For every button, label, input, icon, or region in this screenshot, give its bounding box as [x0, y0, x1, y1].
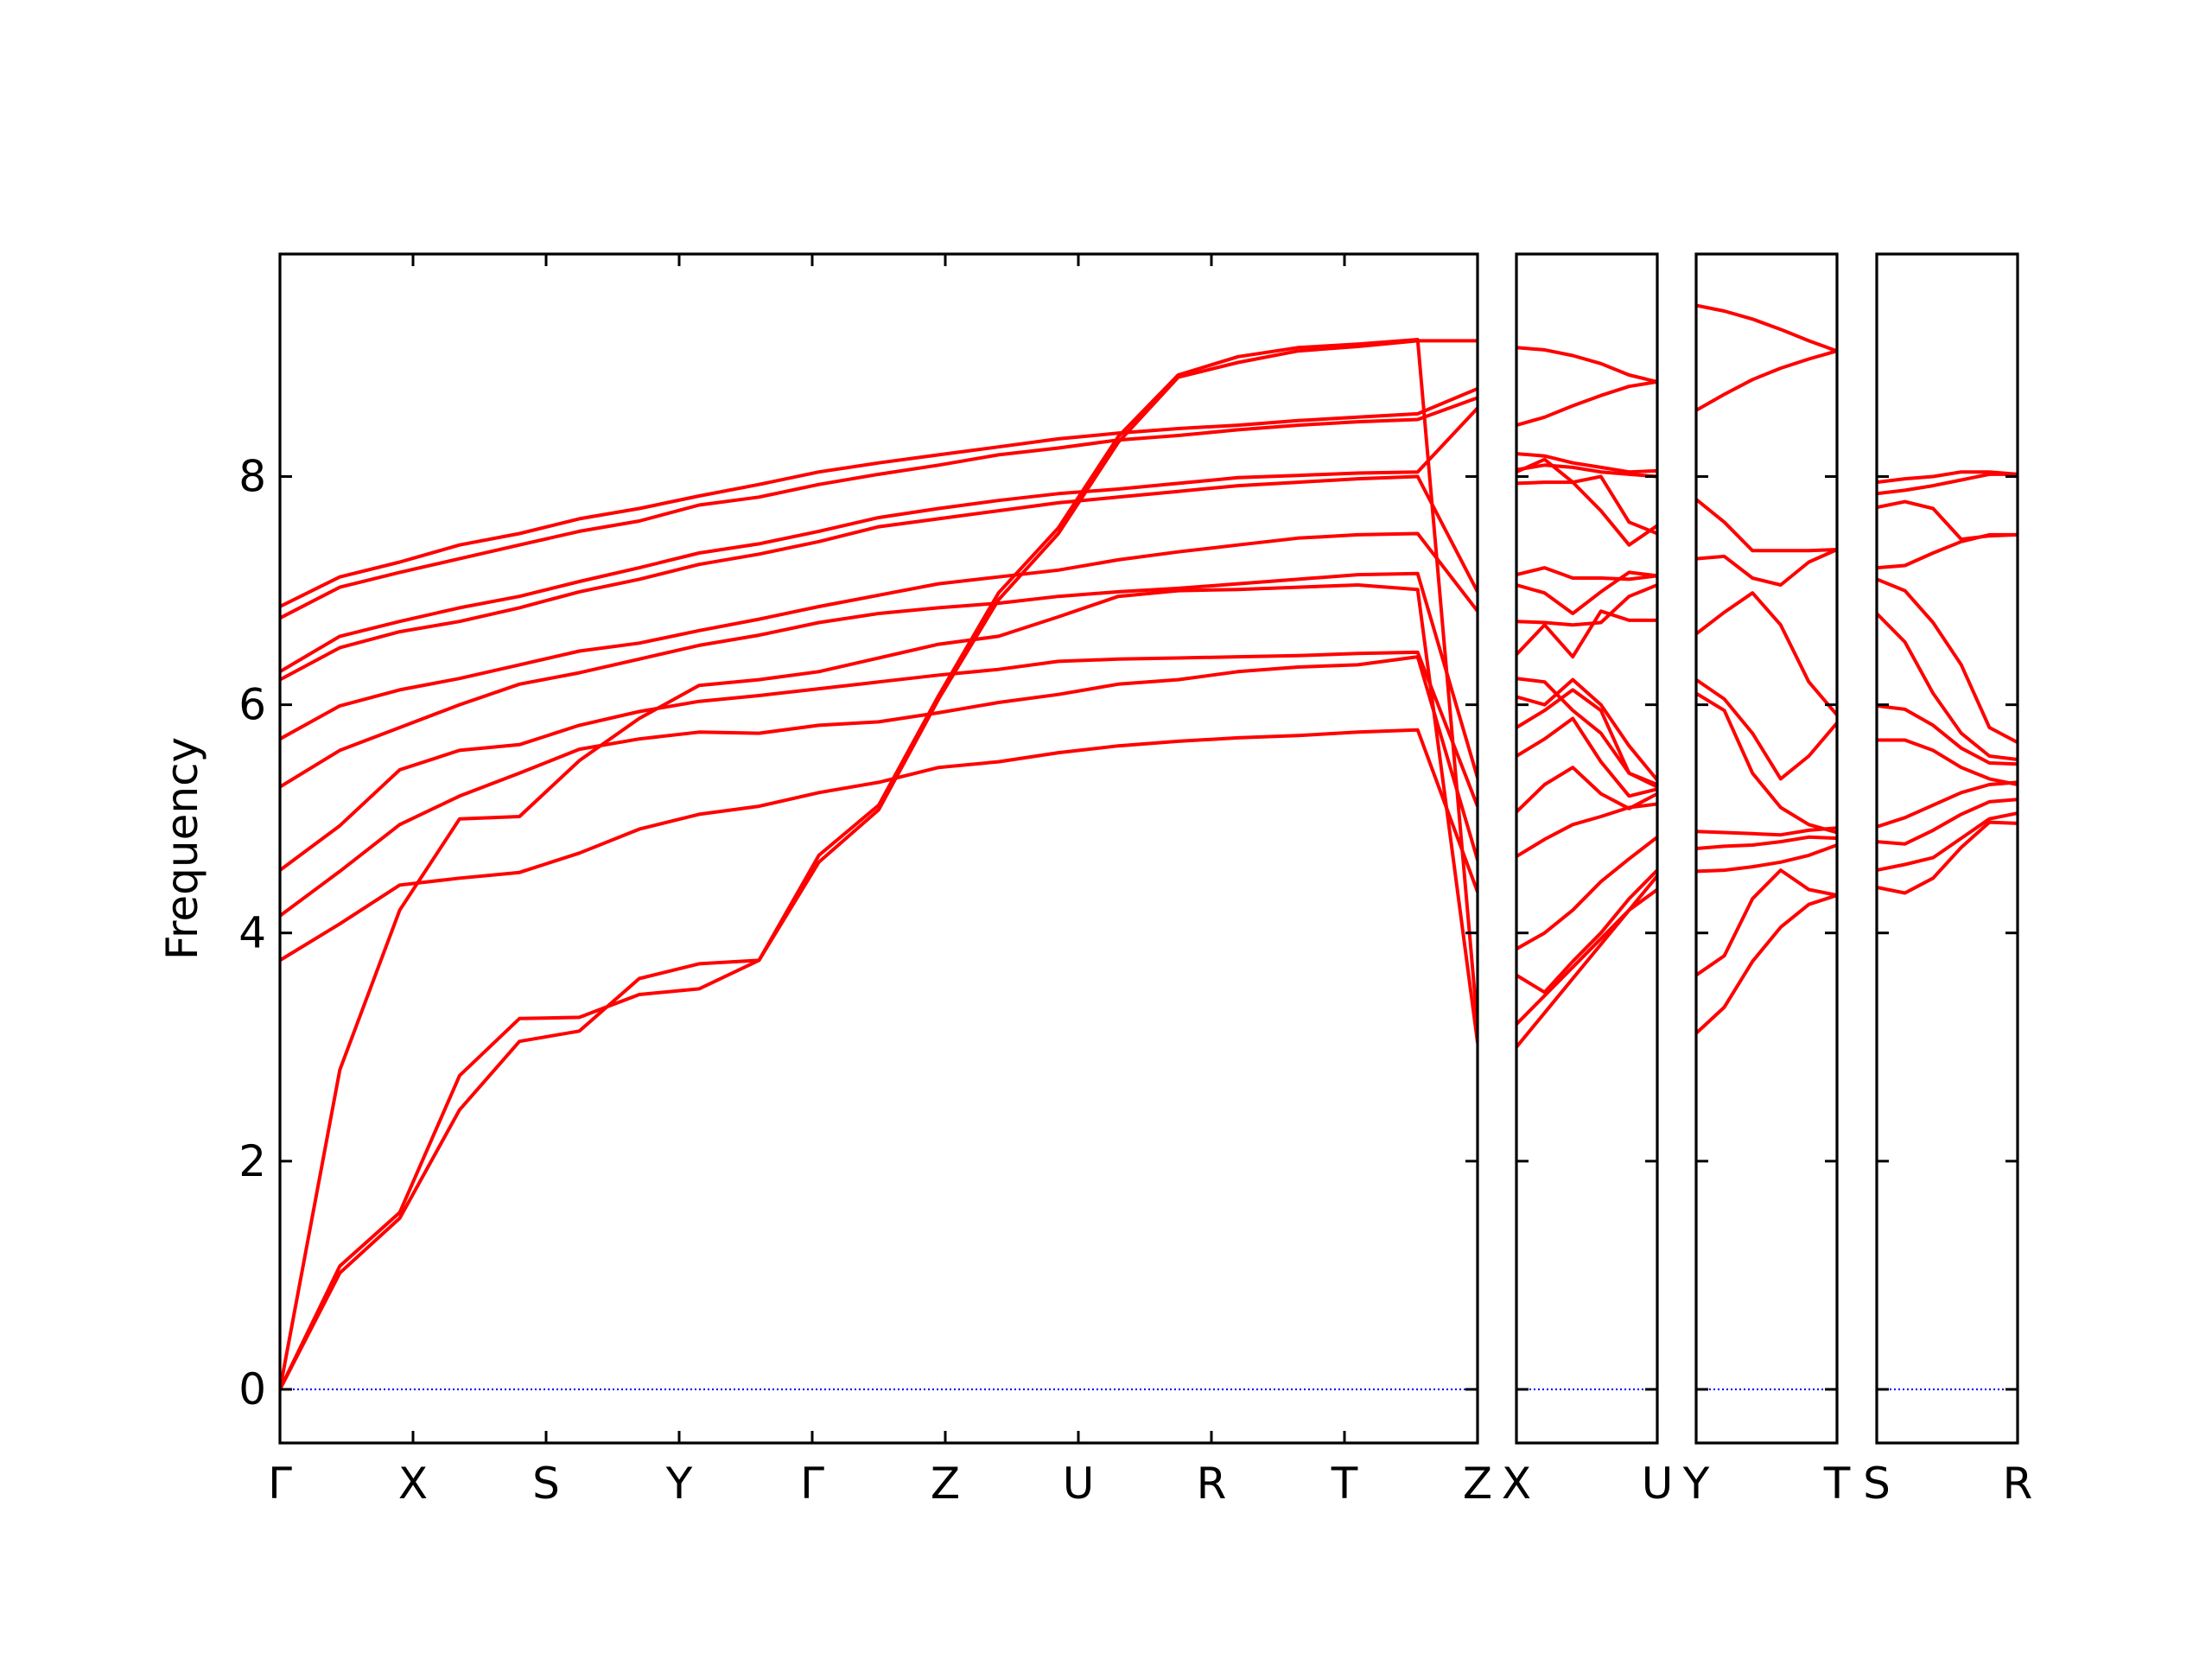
band-11: [1696, 349, 1837, 412]
band-6: [280, 650, 1478, 873]
band-12: [1877, 470, 2018, 485]
band-12: [1516, 583, 1657, 627]
band-10: [1696, 497, 1837, 553]
band-9: [1696, 548, 1837, 587]
bands-group: [1516, 346, 1657, 1049]
y-tick-label: 2: [238, 1136, 266, 1186]
band-6: [1877, 703, 2018, 766]
band-2: [1516, 887, 1657, 1027]
band-3: [1696, 843, 1837, 874]
x-tick-label: Y: [665, 1459, 693, 1509]
band-12: [1696, 303, 1837, 353]
band-10: [280, 406, 1478, 674]
x-tick-label: Y: [1682, 1459, 1710, 1509]
x-tick-label: S: [532, 1459, 560, 1509]
x-tick-label: Γ: [268, 1459, 292, 1509]
y-tick-label: 4: [238, 908, 266, 958]
band-3: [280, 583, 1478, 1391]
y-tick-label: 8: [238, 452, 266, 502]
band-4: [280, 728, 1478, 963]
band-18: [1516, 452, 1657, 474]
x-tick-label: Γ: [800, 1459, 824, 1509]
band-4: [1696, 835, 1837, 850]
band-14: [1516, 566, 1657, 582]
band-6: [1696, 691, 1837, 835]
x-tick-label: Z: [931, 1459, 960, 1509]
x-tick-label: X: [1502, 1459, 1531, 1509]
band-2: [1696, 868, 1837, 977]
y-axis-label: Frequency: [157, 737, 207, 960]
band-3: [1877, 798, 2018, 846]
y-tick-label: 0: [238, 1364, 266, 1414]
band-1: [1696, 893, 1837, 1035]
x-tick-label: U: [1642, 1459, 1674, 1509]
band-17: [1516, 463, 1657, 479]
band-7: [1877, 612, 2018, 761]
band-11: [1516, 609, 1657, 659]
band-9: [1516, 677, 1657, 782]
panel-frame: [278, 252, 1479, 1445]
band-5: [1877, 738, 2018, 786]
x-tick-label: S: [1863, 1459, 1891, 1509]
bands-group: [280, 338, 1478, 1391]
x-tick-label: U: [1063, 1459, 1095, 1509]
band-7: [280, 571, 1478, 789]
band-8: [1696, 591, 1837, 717]
band-5: [280, 655, 1478, 918]
band-8: [280, 531, 1478, 741]
band-7: [1516, 716, 1657, 798]
band-2: [280, 338, 1478, 1391]
panel-frame: [1875, 252, 2019, 1445]
band-7: [1696, 677, 1837, 781]
band-4: [1877, 780, 2018, 829]
bands-group: [1696, 303, 1837, 1035]
x-tick-label: X: [398, 1459, 428, 1509]
band-3: [1516, 868, 1657, 995]
band-13: [1516, 570, 1657, 615]
band-10: [1877, 499, 2018, 542]
bands-group: [1877, 470, 2018, 895]
band-2: [1877, 811, 2018, 873]
panel-frame: [1515, 252, 1659, 1445]
x-tick-label: Z: [1463, 1459, 1492, 1509]
band-6: [1516, 766, 1657, 814]
band-20: [1516, 346, 1657, 384]
band-15: [1516, 474, 1657, 536]
x-tick-label: R: [1197, 1459, 1227, 1509]
band-9: [280, 474, 1478, 682]
x-tick-label: T: [1823, 1459, 1851, 1509]
panel-frame: [1694, 252, 1839, 1445]
band-10: [1516, 677, 1657, 789]
band-5: [1696, 826, 1837, 837]
band-11: [1877, 472, 2018, 496]
band-12: [280, 386, 1478, 608]
band-19: [1516, 379, 1657, 428]
band-1: [280, 339, 1478, 1391]
y-tick-label: 6: [238, 680, 266, 730]
band-11: [280, 396, 1478, 620]
x-tick-label: R: [2003, 1459, 2033, 1509]
band-1: [1516, 874, 1657, 1049]
band-8: [1877, 577, 2018, 745]
band-16: [1516, 457, 1657, 547]
band-4: [1516, 835, 1657, 951]
x-tick-label: T: [1331, 1459, 1358, 1509]
band-1: [1877, 820, 2018, 895]
